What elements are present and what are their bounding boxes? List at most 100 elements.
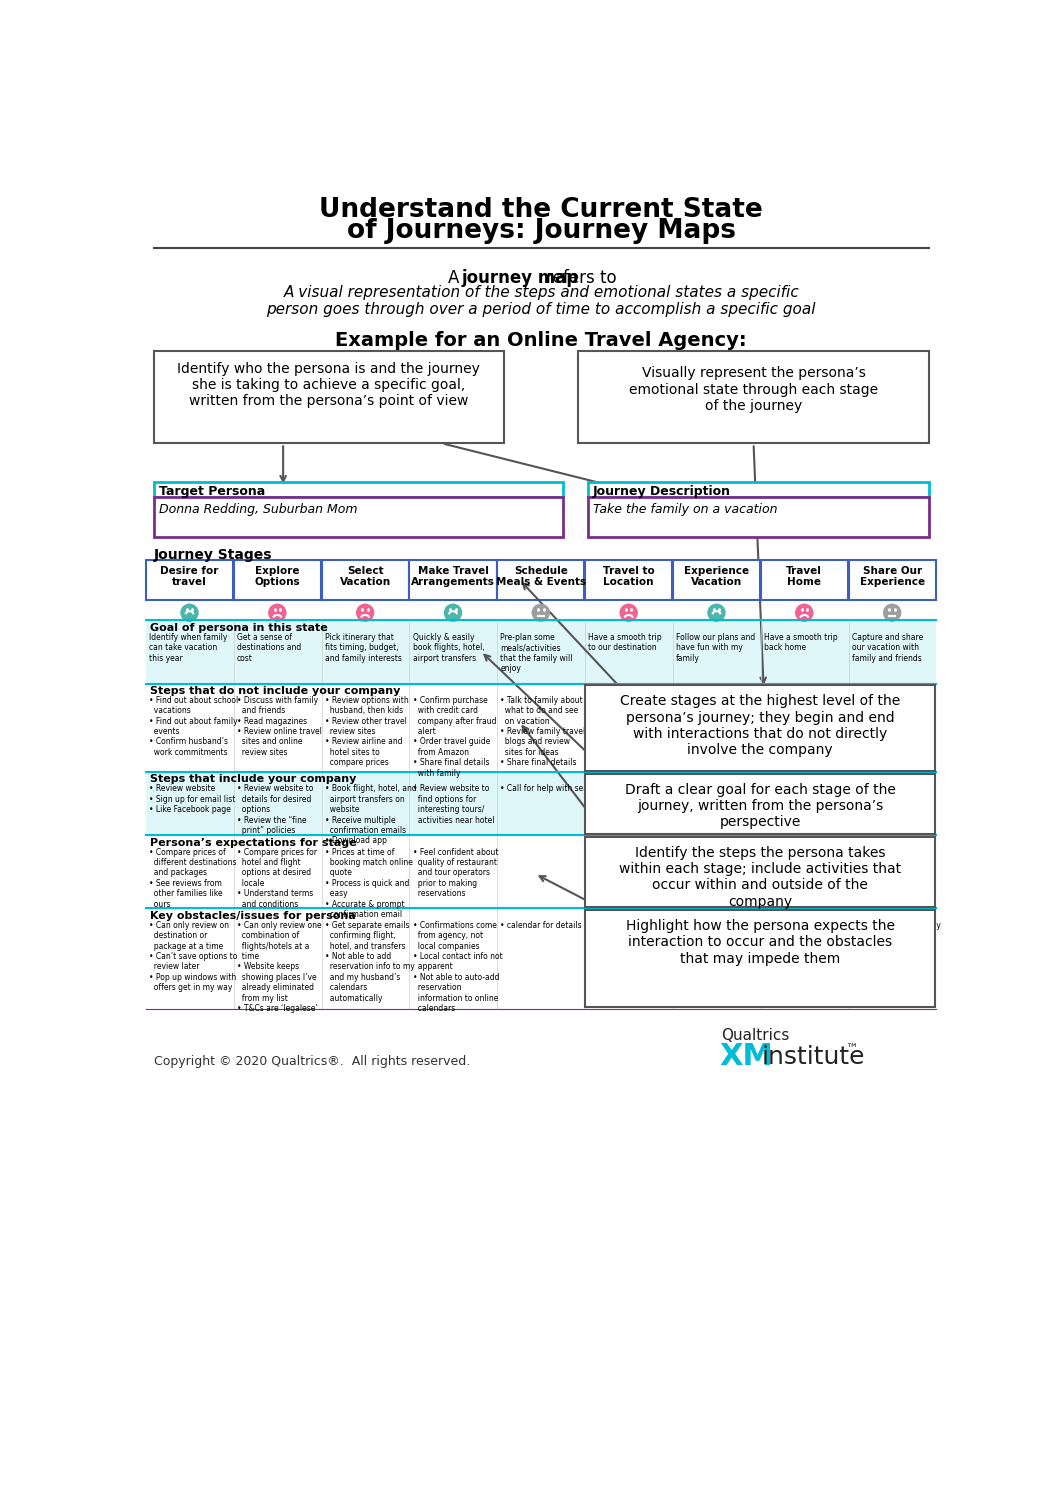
Text: • Book flight, hotel, and
  airport transfers on
  website
• Receive multiple
  : • Book flight, hotel, and airport transf… [324, 784, 416, 846]
Text: • Review website to
  details for desired
  options
• Review the “fine
  print” : • Review website to details for desired … [237, 784, 314, 836]
Bar [585, 561, 673, 600]
Bar [322, 561, 409, 600]
Text: • Have to work directly
  with airline since: • Have to work directly with airline sin… [676, 921, 765, 940]
Bar [497, 561, 584, 600]
Text: Qualtrics: Qualtrics [721, 1028, 790, 1042]
Text: ™: ™ [845, 1042, 857, 1056]
Text: Travel
Home: Travel Home [787, 566, 823, 588]
Text: Donna Redding, Suburban Mom: Donna Redding, Suburban Mom [159, 503, 358, 516]
Text: Identify when family
can take vacation
this year: Identify when family can take vacation t… [149, 633, 227, 663]
Text: • Confirmations come
  from agency, not
  local companies
• Local contact info n: • Confirmations come from agency, not lo… [413, 921, 503, 1013]
Bar [673, 561, 760, 600]
Text: • Receive daily
  booked online: • Receive daily booked online [676, 847, 735, 867]
Text: • Call for help when: • Call for help when [676, 784, 753, 794]
Text: • Have to work directly
  with airline since: • Have to work directly with airline sin… [852, 921, 941, 940]
Circle shape [357, 604, 374, 621]
Bar [585, 774, 935, 834]
Bar [410, 561, 496, 600]
Text: Travel to
Location: Travel to Location [603, 566, 655, 588]
Text: refers to: refers to [542, 268, 617, 286]
Text: Copyright © 2020 Qualtrics®.  All rights reserved.: Copyright © 2020 Qualtrics®. All rights … [154, 1054, 470, 1068]
Text: Identify the steps the persona takes
within each stage; include activities that
: Identify the steps the persona takes wit… [619, 846, 901, 909]
Text: Identify who the persona is and the journey
she is taking to achieve a specific : Identify who the persona is and the jour… [177, 362, 480, 408]
Text: Take the family on a vacation: Take the family on a vacation [593, 503, 777, 516]
Text: Understand the Current State: Understand the Current State [319, 196, 763, 223]
Text: • Review website to
  find options for
  interesting tours/
  activities near ho: • Review website to find options for int… [413, 784, 494, 825]
Circle shape [445, 604, 461, 621]
Bar [146, 909, 937, 1008]
Text: Capture and share
our vacation with
family and friends: Capture and share our vacation with fami… [852, 633, 923, 663]
Text: Persona’s expectations for stage: Persona’s expectations for stage [150, 837, 357, 848]
Text: • Have clear status on
  state of flights and: • Have clear status on state of flights … [763, 847, 850, 867]
Text: • Can only review one
  combination of
  flights/hotels at a
  time
• Website ke: • Can only review one combination of fli… [237, 921, 321, 1013]
Bar [146, 836, 937, 909]
Bar [154, 496, 563, 537]
Bar [146, 561, 233, 600]
Text: Pre-plan some
meals/activities
that the family will
enjoy: Pre-plan some meals/activities that the … [501, 633, 573, 674]
Text: Desire for
travel: Desire for travel [161, 566, 219, 588]
Bar [849, 561, 936, 600]
Bar [154, 351, 504, 444]
Text: • Prices at time of
  booking match online
  quote
• Process is quick and
  easy: • Prices at time of booking match online… [324, 847, 413, 920]
Text: XM: XM [719, 1041, 773, 1071]
Text: Key obstacles/issues for persona: Key obstacles/issues for persona [150, 910, 356, 921]
Bar [146, 684, 937, 772]
Text: Select
Vacation: Select Vacation [340, 566, 391, 588]
Text: Goal of persona in this state: Goal of persona in this state [150, 622, 327, 633]
Bar [154, 482, 563, 496]
Text: Experience
Vacation: Experience Vacation [684, 566, 749, 588]
Text: • Get separate emails
  confirming flight,
  hotel, and transfers
• Not able to : • Get separate emails confirming flight,… [324, 921, 414, 1002]
Bar [146, 621, 937, 684]
Text: Journey Stages: Journey Stages [154, 548, 272, 562]
Bar [579, 351, 928, 444]
Bar [585, 910, 935, 1007]
Text: Explore
Options: Explore Options [254, 566, 300, 588]
Text: Schedule
Meals & Events: Schedule Meals & Events [495, 566, 586, 588]
Text: Get a sense of
destinations and
cost: Get a sense of destinations and cost [237, 633, 301, 663]
Circle shape [708, 604, 725, 621]
Bar [588, 482, 928, 496]
Text: Share Our
Experience: Share Our Experience [860, 566, 925, 588]
Text: of Journeys: Journey Maps: of Journeys: Journey Maps [346, 219, 736, 245]
Text: • Confirm purchase
  with credit card
  company after fraud
  alert
• Order trav: • Confirm purchase with credit card comp… [413, 696, 496, 777]
Bar [760, 561, 848, 600]
Text: A: A [448, 268, 465, 286]
Text: Draft a clear goal for each stage of the
journey, written from the persona’s
per: Draft a clear goal for each stage of the… [624, 783, 895, 830]
Text: Journey Description: Journey Description [593, 484, 731, 498]
Bar [585, 837, 935, 908]
Text: Have a smooth trip
back home: Have a smooth trip back home [763, 633, 837, 652]
Text: • Receive daily: • Receive daily [588, 784, 646, 794]
Text: Visually represent the persona’s
emotional state through each stage
of the journ: Visually represent the persona’s emotion… [629, 366, 879, 413]
Circle shape [796, 604, 813, 621]
Text: • Compare prices of
  different destinations
  and packages
• See reviews from
 : • Compare prices of different destinatio… [149, 847, 237, 909]
Circle shape [620, 604, 637, 621]
Text: • Receive weekly: • Receive weekly [763, 784, 830, 794]
Text: • calendar for details: • calendar for details [501, 921, 582, 930]
Text: • Find out about school
  vacations
• Find out about family
  events
• Confirm h: • Find out about school vacations • Find… [149, 696, 239, 758]
Text: Create stages at the highest level of the
persona’s journey; they begin and end
: Create stages at the highest level of th… [620, 694, 900, 758]
Circle shape [532, 604, 549, 621]
Text: • Compare prices for
  hotel and flight
  options at desired
  locale
• Understa: • Compare prices for hotel and flight op… [237, 847, 317, 909]
Text: • All reservations
  made for our trip
  & keeps: • All reservations made for our trip & k… [588, 847, 659, 877]
Text: Make Travel
Arrangements: Make Travel Arrangements [411, 566, 495, 588]
Text: Pick itinerary that
fits timing, budget,
and family interests: Pick itinerary that fits timing, budget,… [324, 633, 401, 663]
Text: Target Persona: Target Persona [159, 484, 265, 498]
Circle shape [181, 604, 199, 621]
Bar [233, 561, 321, 600]
Bar [585, 686, 935, 771]
Circle shape [884, 604, 901, 621]
Text: A visual representation of the steps and emotional states a specific
person goes: A visual representation of the steps and… [266, 285, 816, 316]
Circle shape [269, 604, 286, 621]
Bar [146, 772, 937, 836]
Text: • Talk to family about
  what to do and see
  on vacation
• Review family travel: • Talk to family about what to do and se… [501, 696, 586, 768]
Text: Follow our plans and
have fun with my
family: Follow our plans and have fun with my fa… [676, 633, 755, 663]
Text: Have a smooth trip
to our destination: Have a smooth trip to our destination [588, 633, 662, 652]
Text: Steps that do not include your company: Steps that do not include your company [150, 686, 400, 696]
Text: Quickly & easily
book flights, hotel,
airport transfers: Quickly & easily book flights, hotel, ai… [413, 633, 485, 663]
Text: • Review options with
  husband, then kids
• Review other travel
  review sites
: • Review options with husband, then kids… [324, 696, 409, 768]
Text: institute: institute [761, 1044, 865, 1068]
Text: • Call for help with seat: • Call for help with seat [501, 784, 591, 794]
Text: Highlight how the persona expects the
interaction to occur and the obstacles
tha: Highlight how the persona expects the in… [625, 920, 894, 966]
Text: Example for an Online Travel Agency:: Example for an Online Travel Agency: [336, 332, 747, 350]
Text: Steps that include your company: Steps that include your company [150, 774, 356, 784]
